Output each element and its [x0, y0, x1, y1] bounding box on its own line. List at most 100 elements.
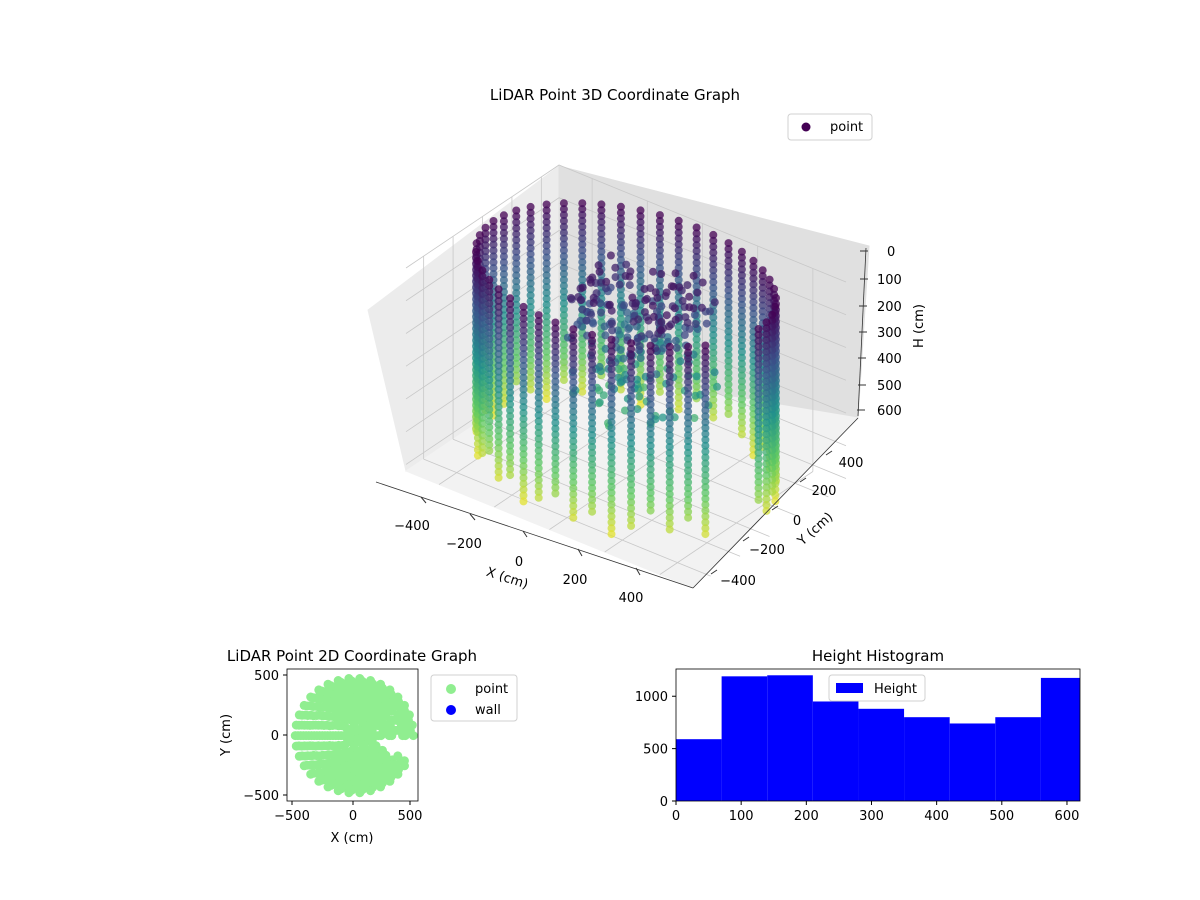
data-point-3d: [607, 435, 616, 444]
data-point-3d: [701, 512, 710, 521]
data-point-3d: [551, 365, 560, 374]
data-point-3d: [542, 259, 551, 268]
data-point-3d: [758, 307, 767, 316]
data-point-3d: [526, 244, 535, 253]
data-point-3d: [737, 247, 746, 256]
data-point-3d: [569, 507, 578, 516]
data-point-3d: [595, 398, 604, 407]
data-point-3d: [616, 214, 625, 223]
data-point-3d: [494, 350, 503, 358]
data-point-3d: [551, 342, 560, 351]
data-point-3d: [701, 388, 710, 397]
data-point-3d: [551, 412, 560, 421]
data-point-3d: [551, 454, 560, 463]
data-point-3d: [636, 265, 645, 274]
data-point-3d: [665, 484, 674, 493]
data-point-3d: [588, 330, 597, 339]
data-point-3d: [607, 388, 616, 397]
data-point-3d: [762, 377, 771, 386]
data-point-3d: [489, 246, 498, 255]
data-point-3d: [674, 399, 683, 408]
data-point-3d: [665, 413, 674, 422]
data-point-3d: [582, 316, 591, 325]
data-point-3d: [684, 466, 693, 475]
data-point-3d: [762, 341, 771, 350]
data-point-3d: [709, 313, 718, 322]
data-point-3d: [499, 258, 508, 267]
data-point-3d: [559, 340, 568, 349]
data-point-3d: [754, 407, 763, 416]
data-point-3d: [506, 394, 515, 403]
data-point-3d: [737, 365, 746, 374]
data-point-3d: [494, 355, 503, 364]
data-point-3d: [646, 418, 655, 427]
data-point-3d: [724, 362, 733, 371]
data-point-3d: [737, 259, 746, 268]
data-point-3d: [636, 259, 645, 268]
data-point-3d: [629, 317, 638, 326]
data-point-3d: [534, 464, 543, 473]
data-point-3d: [646, 465, 655, 474]
data-point-3d: [489, 252, 498, 261]
data-point-3d: [655, 364, 664, 373]
data-point-3d: [616, 232, 625, 241]
data-point-3d: [559, 216, 568, 225]
data-point-3d: [485, 275, 494, 284]
grid-line: [405, 164, 847, 283]
data-point-3d: [519, 326, 528, 335]
data-point-3d: [512, 265, 521, 274]
data-point-3d: [542, 218, 551, 227]
data-point-3d: [713, 382, 721, 391]
data-point-3d: [684, 454, 693, 463]
data-point-2d: [299, 700, 309, 710]
data-point-3d: [512, 312, 521, 321]
data-point-3d: [754, 372, 763, 381]
data-point-3d: [762, 347, 771, 356]
data-point-3d: [754, 495, 763, 504]
data-point-3d: [526, 261, 535, 270]
data-point-3d: [519, 438, 528, 447]
data-point-3d: [569, 437, 578, 446]
data-point-3d: [494, 361, 503, 370]
data-point-3d: [588, 431, 597, 440]
data-point-3d: [588, 442, 597, 451]
data-point-3d: [526, 250, 535, 259]
histogram-ticks: 0 100 200 300 400 500 600 0 500 1000: [635, 690, 1079, 824]
data-point-3d: [646, 412, 655, 421]
data-point-3d: [749, 304, 758, 312]
data-point-3d: [709, 407, 718, 416]
data-point-3d: [542, 288, 551, 297]
data-point-3d: [709, 284, 718, 292]
data-point-3d: [478, 431, 487, 440]
data-point-3d: [588, 454, 597, 463]
data-point-3d: [655, 246, 664, 255]
data-point-3d: [542, 377, 551, 386]
data-point-3d: [702, 319, 711, 328]
data-point-3d: [737, 336, 746, 345]
x-tick-label: 200: [563, 573, 588, 588]
data-point-3d: [478, 348, 487, 357]
data-point-3d: [665, 460, 674, 469]
data-point-3d: [534, 358, 543, 367]
data-point-3d: [627, 480, 636, 489]
plot-frame-hist: [675, 668, 1081, 802]
data-point-3d: [494, 373, 503, 382]
data-point-3d: [494, 326, 503, 335]
data-point-3d: [724, 274, 733, 283]
data-point-3d: [762, 424, 771, 433]
data-point-3d: [506, 418, 515, 426]
data-point-3d: [646, 506, 655, 515]
data-point-3d: [519, 302, 528, 311]
data-point-3d: [607, 429, 616, 438]
x-axis-line: [375, 481, 694, 589]
data-point-3d: [478, 272, 487, 281]
data-point-3d: [693, 288, 702, 297]
data-point-3d: [534, 352, 543, 361]
data-point-3d: [674, 258, 683, 267]
data-point-3d: [559, 323, 568, 331]
data-point-3d: [607, 406, 616, 415]
data-point-3d: [569, 460, 578, 469]
data-point-3d: [512, 353, 521, 362]
data-point-3d: [526, 279, 535, 288]
data-point-2d: [376, 782, 386, 792]
